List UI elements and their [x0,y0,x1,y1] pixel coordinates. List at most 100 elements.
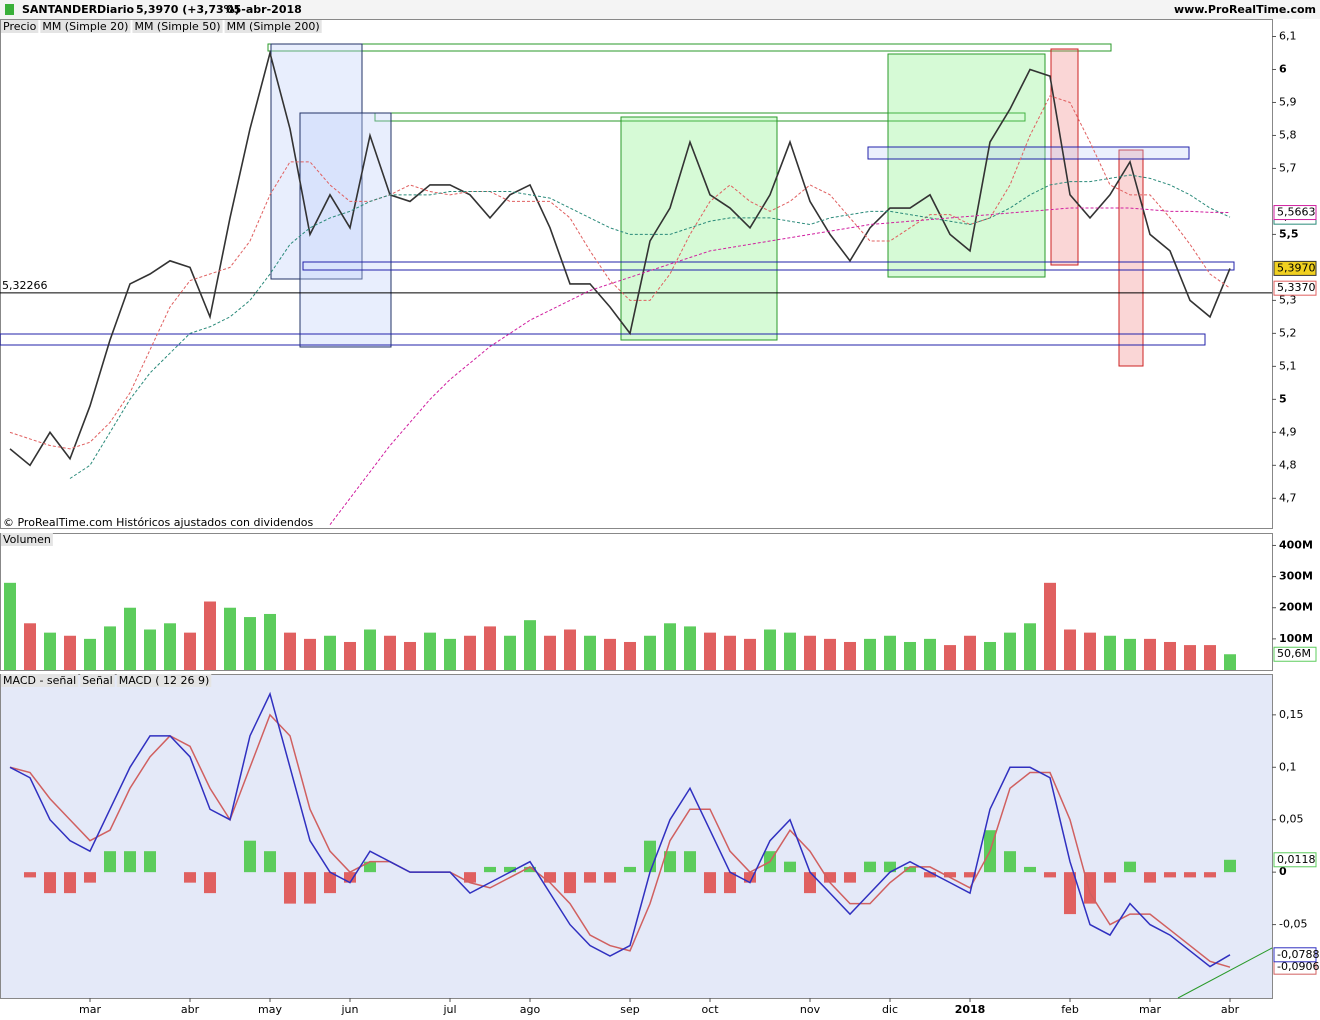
volume-bar [544,635,556,670]
volume-bar [1124,638,1136,670]
legend-entry: MACD ( 12 26 9) [119,674,210,687]
macd-frame [0,674,1273,999]
volume-bar [404,641,416,670]
histogram-bar [104,851,116,873]
volume-bar [944,645,956,670]
volume-bar [184,632,196,670]
x-tick-label: oct [701,1003,719,1016]
series-line [9,713,1231,968]
histogram-bar [624,866,636,873]
y-tick-label: 300M [1279,570,1313,583]
volume-bar [4,582,16,670]
zone [1050,48,1079,266]
histogram-bar [784,861,796,873]
histogram-bar [584,872,596,883]
series-line [9,95,1231,450]
volume-bar [304,638,316,670]
y-tick-label: 6,1 [1279,29,1297,42]
volume-bar [1064,629,1076,670]
zone [374,112,1026,122]
y-tick-label: 5,3 [1279,293,1297,306]
y-tick-label: 200M [1279,601,1313,614]
volume-bar [384,635,396,670]
histogram-bar [344,872,356,883]
zone [267,43,1112,52]
histogram-bar [944,872,956,878]
last-value-box [1273,947,1317,963]
y-tick-label: 0,15 [1279,708,1304,721]
zone [0,333,1206,346]
legend-box [1,533,53,546]
y-tick-label: 100M [1279,632,1313,645]
y-tick-label: 5 [1279,392,1287,405]
x-tick-label: jun [341,1003,359,1016]
volume-bar [1044,582,1056,670]
histogram-bar [304,872,316,904]
volume-bar [144,629,156,670]
histogram-bar [324,872,336,894]
last-value-label: 0,0118 [1277,853,1316,866]
legend-box [116,674,212,687]
histogram-bar [84,872,96,883]
series-line [329,207,1231,526]
volume-bar [244,617,256,670]
volume-bar [624,641,636,670]
volume-bar [164,623,176,670]
zone [299,112,392,348]
last-value-label: -0,0906 [1277,960,1319,973]
legend-box [80,674,115,687]
volume-bar [324,635,336,670]
histogram-bar [864,861,876,873]
panel-frames [0,19,1273,999]
y-tick-label: 400M [1279,538,1313,551]
volume-bar [924,638,936,670]
date: 05-abr-2018 [226,3,302,16]
volume-bar [584,635,596,670]
last-quote: 5,3970 (+3,73%) [136,3,240,16]
header-bar [0,0,1320,19]
price-frame [0,19,1273,529]
volume-bar [1144,638,1156,670]
histogram-bar [1184,872,1196,878]
drawings [0,43,1273,999]
histogram-bar [824,872,836,883]
y-tick-label: 5,1 [1279,359,1297,372]
volume-bar [684,626,696,670]
volume-bar [804,635,816,670]
zone [270,43,363,280]
last-value-label: 5,5663 [1277,206,1316,219]
histogram-bar [184,872,196,883]
y-tick-label: 4,9 [1279,425,1297,438]
volume-bar [84,638,96,670]
last-value-label: -0,0788 [1277,948,1319,961]
trend-line [1177,947,1273,999]
volume-bar [504,635,516,670]
histogram-bar [644,840,656,873]
histogram-bar [264,851,276,873]
x-tick-label: mar [1139,1003,1161,1016]
x-tick-label: abr [1221,1003,1240,1016]
volume-bar [984,641,996,670]
volume-bar [1224,654,1236,670]
zone [867,146,1190,160]
y-tick-label: 5,8 [1279,128,1297,141]
volume-bar [664,623,676,670]
x-tick-label: nov [800,1003,821,1016]
histogram-bar [284,872,296,904]
instrument: SANTANDER [22,3,98,16]
volume-bar [964,635,976,670]
x-tick-label: dic [882,1003,898,1016]
volume-bar [704,632,716,670]
histogram-bar [364,861,376,873]
histogram-bar [1104,872,1116,883]
legend-box [40,20,131,33]
histogram-bar [1024,866,1036,873]
legend-box [224,20,322,33]
series-line [9,691,1231,968]
volume-bar [904,641,916,670]
reference-label: 5,32266 [2,279,48,292]
zone [302,261,1235,271]
histogram-bar [524,866,536,873]
legend-entry: MM (Simple 50) [134,20,220,33]
histogram-bar [504,866,516,873]
